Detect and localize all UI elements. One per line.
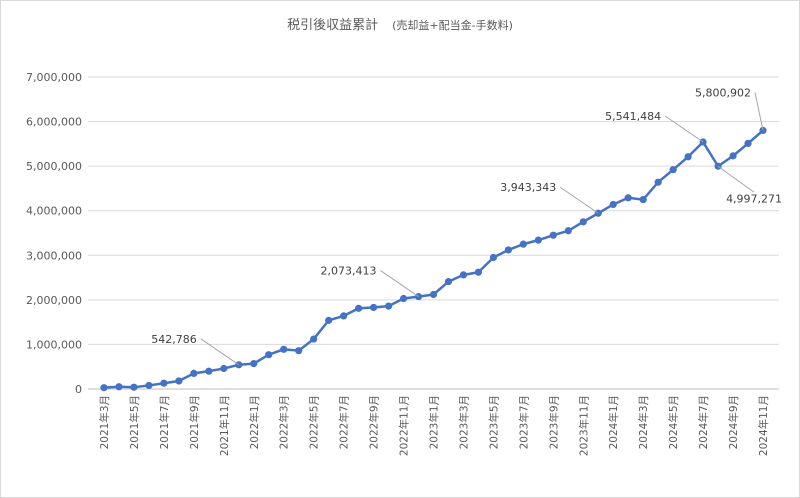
data-point <box>564 227 572 235</box>
x-tick-label: 2023年5月 <box>487 395 500 449</box>
y-tick-label: 4,000,000 <box>26 205 82 218</box>
data-point <box>280 345 288 353</box>
data-point <box>684 153 692 161</box>
x-tick-label: 2021年9月 <box>188 395 201 449</box>
data-label-group: 542,786 2,073,413 3,943,343 5,541,484 4,997,… <box>151 86 782 366</box>
y-tick-label: 0 <box>75 383 82 396</box>
x-tick-label: 2023年11月 <box>577 395 590 456</box>
x-tick-label: 2022年9月 <box>368 395 381 449</box>
chart-title: 税引後収益累計 <box>287 18 379 33</box>
data-point <box>489 253 498 262</box>
y-tick-label: 5,000,000 <box>26 160 82 173</box>
data-point <box>729 152 737 160</box>
data-point <box>699 138 707 146</box>
data-point <box>340 312 348 320</box>
x-tick-label: 2022年11月 <box>398 395 411 456</box>
data-point <box>444 277 453 286</box>
data-point <box>549 231 557 239</box>
x-tick-label: 2024年1月 <box>607 395 620 449</box>
data-point <box>325 316 333 324</box>
data-point <box>115 383 123 391</box>
data-label: 542,786 <box>151 333 197 346</box>
data-point <box>519 240 527 248</box>
data-point <box>100 384 108 392</box>
leader-line <box>380 270 419 297</box>
data-point <box>654 178 662 186</box>
x-tick-label: 2022年7月 <box>338 395 351 449</box>
data-point <box>624 194 632 202</box>
x-tick-label: 2024年5月 <box>667 395 680 449</box>
x-tick-label: 2024年7月 <box>697 395 710 449</box>
data-point <box>609 200 617 209</box>
x-tick-label: 2022年1月 <box>248 395 261 449</box>
data-point <box>579 218 587 226</box>
x-tick-label: 2021年7月 <box>158 395 171 449</box>
leader-line <box>664 115 704 143</box>
data-point <box>145 381 153 390</box>
leader-line <box>200 338 240 366</box>
data-point <box>399 294 408 303</box>
y-tick-label: 7,000,000 <box>26 71 82 84</box>
data-label: 5,800,902 <box>695 86 751 99</box>
leader-line <box>754 92 764 131</box>
x-tick-label: 2024年11月 <box>757 395 770 456</box>
leader-line <box>559 186 599 214</box>
data-point <box>250 359 258 368</box>
data-point <box>310 335 318 343</box>
chart-subtitle: (売却益+配当金-手数料) <box>392 19 513 32</box>
x-tick-label: 2023年3月 <box>457 395 470 449</box>
grid-lines <box>88 76 779 390</box>
data-point <box>355 304 363 312</box>
data-point <box>504 246 512 254</box>
y-tick-label: 6,000,000 <box>26 116 82 129</box>
data-point <box>295 347 303 355</box>
data-point <box>205 367 213 375</box>
x-tick-label: 2021年11月 <box>218 395 231 456</box>
x-tick-label: 2021年5月 <box>128 395 141 449</box>
data-label: 3,943,343 <box>500 181 556 194</box>
x-tick-label: 2024年3月 <box>637 395 650 449</box>
data-label: 5,541,484 <box>605 110 661 123</box>
series-cumulative-profit <box>100 126 767 392</box>
series-line <box>103 129 764 389</box>
data-point <box>220 364 228 373</box>
x-tick-label: 2022年5月 <box>308 395 321 449</box>
data-point <box>160 379 168 387</box>
x-tick-label: 2021年3月 <box>98 395 111 449</box>
data-label: 4,997,271 <box>726 192 782 205</box>
x-axis-ticks: 2021年3月 2021年5月 2021年7月 2021年9月 2021年11月 2022… <box>98 395 770 456</box>
y-tick-label: 1,000,000 <box>26 338 82 351</box>
x-tick-label: 2024年9月 <box>727 395 740 449</box>
data-point <box>190 369 198 377</box>
leader-line <box>717 165 755 193</box>
data-point <box>384 302 393 310</box>
data-point <box>265 351 273 359</box>
chart-title-block: 税引後収益累計 (売却益+配当金-手数料) <box>0 14 800 33</box>
x-tick-label: 2022年3月 <box>278 395 291 449</box>
data-label: 2,073,413 <box>321 265 377 278</box>
data-point <box>130 383 138 391</box>
data-point <box>459 271 468 279</box>
y-tick-label: 3,000,000 <box>26 249 82 262</box>
y-axis-ticks: 0 1,000,000 2,000,000 3,000,000 4,000,000 5,0… <box>26 71 82 396</box>
data-point <box>534 236 542 244</box>
data-point <box>639 195 647 204</box>
data-point <box>369 303 378 312</box>
data-point <box>429 290 438 299</box>
x-tick-label: 2023年7月 <box>517 395 530 449</box>
data-point <box>669 166 677 174</box>
data-point <box>474 268 483 276</box>
data-point <box>744 139 752 148</box>
data-point <box>175 377 183 385</box>
y-tick-label: 2,000,000 <box>26 294 82 307</box>
x-tick-label: 2023年1月 <box>428 395 441 449</box>
x-tick-label: 2023年9月 <box>547 395 560 449</box>
